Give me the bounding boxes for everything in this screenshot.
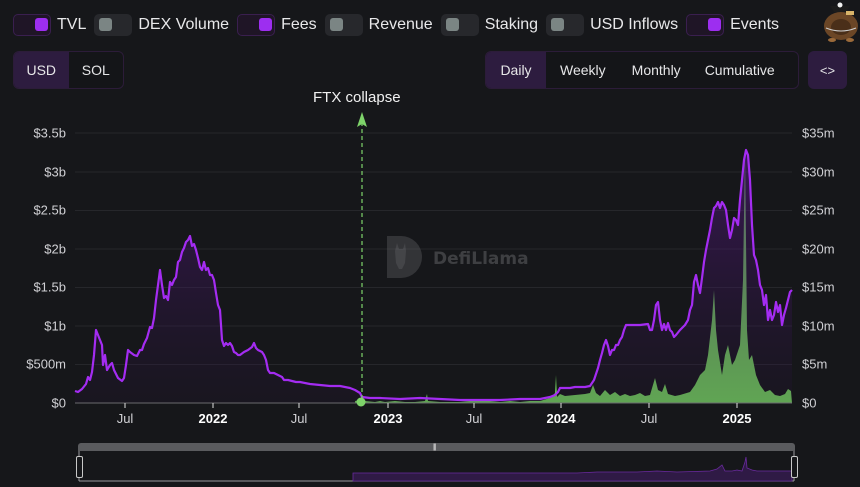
- period-daily-button[interactable]: Daily: [486, 52, 546, 88]
- series-toggles: TVL DEX Volume Fees Revenue Staking USD …: [13, 14, 787, 36]
- switch[interactable]: [237, 14, 276, 36]
- y-right-tick: $15m: [802, 279, 835, 295]
- y-left-tick: $0: [51, 395, 66, 411]
- knob: [708, 18, 722, 31]
- period-monthly-button[interactable]: Monthly: [631, 62, 681, 78]
- tvl-line: [74, 148, 793, 402]
- toggle-tvl[interactable]: TVL: [13, 14, 86, 36]
- knob: [551, 18, 565, 31]
- range-brush[interactable]: |||: [76, 443, 798, 487]
- x-tick: Jul: [290, 411, 308, 426]
- x-tick: 2022: [198, 411, 228, 426]
- y-right-tick: $10m: [802, 318, 835, 334]
- toggle-label: Revenue: [368, 16, 433, 33]
- toggle-fees[interactable]: Fees: [237, 14, 317, 36]
- toggle-staking[interactable]: Staking: [440, 14, 539, 36]
- currency-selector: USD SOL: [13, 51, 124, 89]
- x-tick: 2023: [373, 411, 403, 426]
- period-weekly-button[interactable]: Weekly: [560, 62, 606, 78]
- y-right-tick: $30m: [802, 164, 835, 180]
- x-tick: Jul: [640, 411, 658, 426]
- switch[interactable]: [440, 14, 479, 36]
- period-selector: Daily Weekly Monthly Cumulative: [485, 51, 799, 89]
- currency-sol-button[interactable]: SOL: [81, 62, 110, 78]
- x-tick: Jul: [465, 411, 483, 426]
- toggle-label: USD Inflows: [590, 16, 679, 33]
- defillama-watermark: DefiLlama: [387, 236, 529, 278]
- toggle-label: DEX Volume: [138, 16, 230, 33]
- brush-left-handle[interactable]: [76, 456, 83, 478]
- switch[interactable]: [686, 14, 725, 36]
- x-tick: Jul: [116, 411, 134, 426]
- toggle-dex-volume[interactable]: DEX Volume: [94, 14, 229, 36]
- switch[interactable]: [94, 14, 133, 36]
- event-marker-ftx[interactable]: [356, 112, 368, 407]
- toggle-label: TVL: [57, 16, 87, 33]
- toggle-revenue[interactable]: Revenue: [324, 14, 433, 36]
- knob: [35, 18, 48, 31]
- toggle-label: Events: [730, 16, 780, 33]
- y-left-tick: $3b: [44, 164, 66, 180]
- knob: [99, 18, 113, 31]
- brush-right-handle[interactable]: [791, 456, 798, 478]
- knob: [329, 18, 343, 31]
- grip-icon: |||: [433, 444, 437, 451]
- x-tick: 2024: [546, 411, 576, 426]
- y-right-tick: $20m: [802, 241, 835, 257]
- period-cumulative-button[interactable]: Cumulative: [704, 62, 775, 78]
- y-right-tick: $5m: [802, 356, 828, 372]
- switch[interactable]: [324, 14, 363, 36]
- currency-usd-button[interactable]: USD: [14, 52, 69, 88]
- code-icon: <>: [819, 62, 836, 78]
- toggle-label: Fees: [281, 16, 317, 33]
- toggle-label: Staking: [484, 16, 539, 33]
- toggle-usd-inflows[interactable]: USD Inflows: [546, 14, 678, 36]
- y-right-tick: $0: [802, 395, 817, 411]
- x-tick: 2025: [722, 411, 752, 426]
- knob: [259, 18, 273, 31]
- y-left-tick: $500m: [26, 356, 66, 372]
- y-left-tick: $2b: [44, 241, 66, 257]
- brush-preview: [78, 451, 795, 482]
- event-label-ftx-collapse: FTX collapse: [313, 89, 401, 106]
- knob: [445, 18, 459, 31]
- y-left-tick: $1.5b: [33, 279, 66, 295]
- embed-code-button[interactable]: <>: [808, 51, 847, 89]
- brush-drag-bar[interactable]: |||: [78, 443, 795, 451]
- y-left-tick: $1b: [44, 318, 66, 334]
- y-left-tick: $3.5b: [33, 125, 66, 141]
- tvl-area: [75, 150, 792, 403]
- toggle-events[interactable]: Events: [686, 14, 779, 36]
- avatar-icon: [820, 0, 860, 42]
- switch[interactable]: [546, 14, 585, 36]
- svg-text:DefiLlama: DefiLlama: [433, 249, 529, 269]
- y-right-tick: $25m: [802, 202, 835, 218]
- y-left-tick: $2.5b: [33, 202, 66, 218]
- x-axis: [75, 402, 792, 408]
- switch[interactable]: [13, 14, 51, 36]
- y-right-tick: $35m: [802, 125, 835, 141]
